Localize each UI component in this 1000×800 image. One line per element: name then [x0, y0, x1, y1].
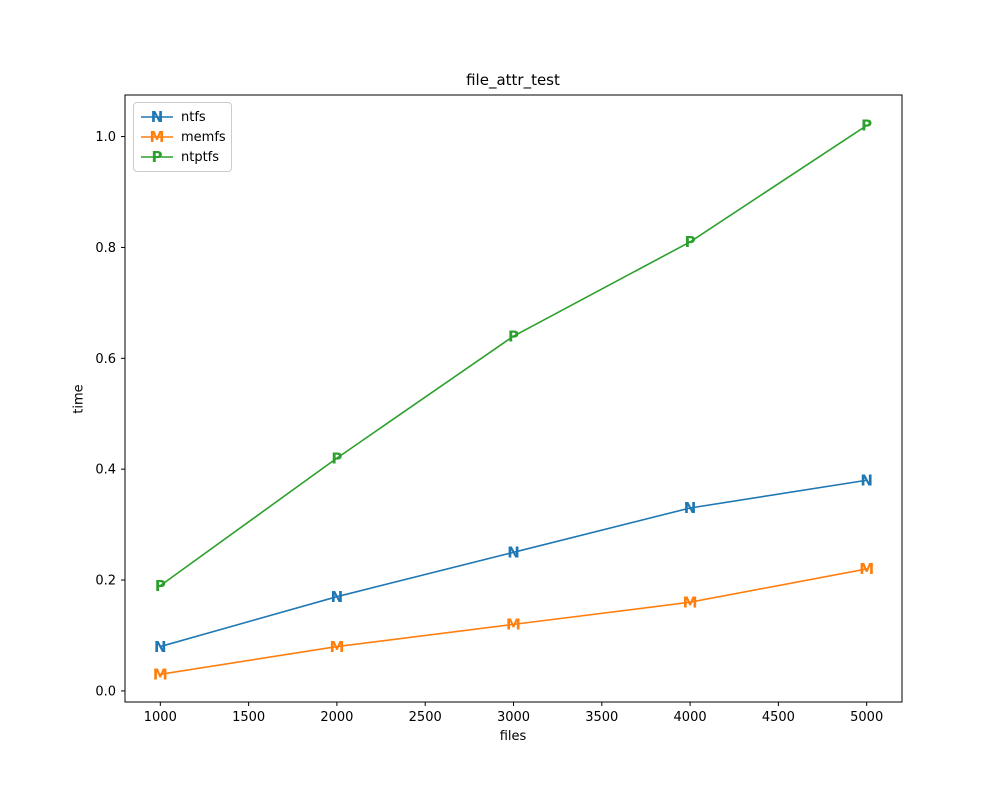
data-point-marker-ntptfs: P: [155, 577, 166, 595]
svg-text:M: M: [150, 129, 165, 145]
series-line-memfs: [159, 568, 868, 676]
data-point-marker-memfs: M: [683, 593, 698, 611]
data-point-marker-ntfs: N: [331, 588, 344, 606]
plot-frame: [124, 94, 903, 703]
data-point-marker-memfs: M: [859, 560, 874, 578]
data-point-marker-ntptfs: P: [861, 117, 872, 135]
x-tick-label: 4500: [762, 710, 795, 725]
series-line-ntptfs: [159, 124, 868, 587]
y-tick-label: 0.6: [95, 352, 116, 367]
x-tick-label: 5000: [850, 710, 883, 725]
x-tick-label: 3500: [585, 710, 618, 725]
chart-title: file_attr_test: [466, 71, 560, 89]
legend-label-ntfs: ntfs: [181, 109, 206, 125]
y-tick-label: 0.4: [95, 463, 116, 478]
data-point-marker-ntfs: N: [507, 544, 520, 562]
legend-line-sample-memfs: M: [141, 129, 173, 145]
data-point-marker-ntptfs: P: [331, 449, 342, 467]
data-point-marker-memfs: M: [506, 616, 521, 634]
legend-line-sample-ntptfs: P: [141, 149, 173, 165]
legend-label-ntptfs: ntptfs: [181, 149, 220, 165]
series-line-ntfs: [159, 479, 868, 648]
x-axis-label: files: [499, 729, 527, 744]
data-point-marker-memfs: M: [153, 665, 168, 683]
x-tick-label: 4000: [674, 710, 707, 725]
y-tick-label: 1.0: [95, 130, 116, 145]
legend-line-sample-ntfs: N: [141, 109, 173, 125]
x-tick-label: 3000: [497, 710, 530, 725]
x-tick-label: 1500: [232, 710, 265, 725]
data-point-marker-ntfs: N: [860, 471, 873, 489]
data-point-marker-ntptfs: P: [508, 327, 519, 345]
data-point-marker-ntptfs: P: [685, 233, 696, 251]
data-point-marker-ntfs: N: [684, 499, 697, 517]
data-point-marker-ntfs: N: [154, 638, 167, 656]
x-tick-label: 2500: [409, 710, 442, 725]
x-tick-label: 2000: [320, 710, 353, 725]
x-tick-label: 1000: [144, 710, 177, 725]
data-point-marker-memfs: M: [329, 638, 344, 656]
y-tick-label: 0.0: [95, 684, 116, 699]
legend-label-memfs: memfs: [181, 129, 226, 145]
svg-text:P: P: [152, 149, 163, 165]
svg-text:N: N: [151, 109, 164, 125]
y-tick-label: 0.8: [95, 241, 116, 256]
y-tick-label: 0.2: [95, 574, 116, 589]
y-axis-label: time: [71, 384, 87, 414]
